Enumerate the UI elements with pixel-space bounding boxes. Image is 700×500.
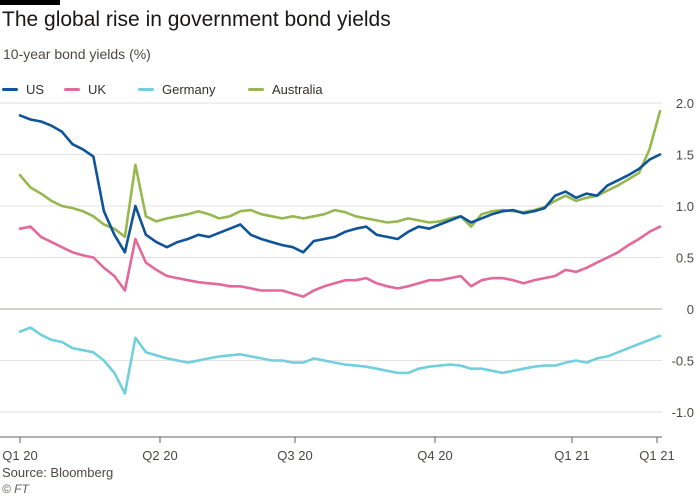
legend-item-germany: Germany bbox=[138, 82, 248, 97]
y-tick-label: 1.5 bbox=[676, 148, 694, 163]
series-line-germany bbox=[18, 326, 662, 395]
legend-swatch-australia bbox=[248, 87, 264, 91]
series-line-uk bbox=[18, 225, 662, 298]
legend-label-germany: Germany bbox=[162, 81, 216, 97]
y-tick-label: 1.0 bbox=[676, 199, 694, 214]
legend-item-uk: UK bbox=[64, 82, 138, 97]
x-tick-label: Q1 21 bbox=[554, 448, 589, 463]
legend-swatch-uk bbox=[64, 87, 80, 91]
legend-label-uk: UK bbox=[88, 81, 107, 97]
credit: © FT bbox=[2, 482, 29, 496]
legend-item-australia: Australia bbox=[248, 82, 323, 97]
brand-bar bbox=[0, 0, 60, 5]
legend-swatch-germany bbox=[138, 87, 154, 91]
legend: US UK Germany Australia bbox=[2, 80, 323, 98]
x-tick-label: Q1 20 bbox=[2, 448, 37, 463]
y-tick-label: 2.0 bbox=[676, 96, 694, 111]
x-tick-label: Q1 21 bbox=[639, 448, 674, 463]
chart-subtitle: 10-year bond yields (%) bbox=[3, 46, 151, 62]
legend-item-us: US bbox=[2, 82, 64, 97]
y-tick-label: -0.5 bbox=[672, 354, 694, 369]
x-tick-label: Q3 20 bbox=[277, 448, 312, 463]
chart-title: The global rise in government bond yield… bbox=[2, 8, 391, 31]
y-tick-label: 0.5 bbox=[676, 251, 694, 266]
y-tick-label: -1.0 bbox=[672, 405, 694, 420]
legend-label-australia: Australia bbox=[272, 81, 323, 97]
series-line-australia bbox=[18, 109, 662, 239]
legend-swatch-us bbox=[2, 87, 18, 91]
x-tick-label: Q4 20 bbox=[417, 448, 452, 463]
source-note: Source: Bloomberg bbox=[2, 465, 114, 480]
series-line-us bbox=[18, 114, 662, 254]
x-tick-label: Q2 20 bbox=[142, 448, 177, 463]
legend-label-us: US bbox=[26, 81, 45, 97]
y-tick-label: 0 bbox=[687, 302, 694, 317]
